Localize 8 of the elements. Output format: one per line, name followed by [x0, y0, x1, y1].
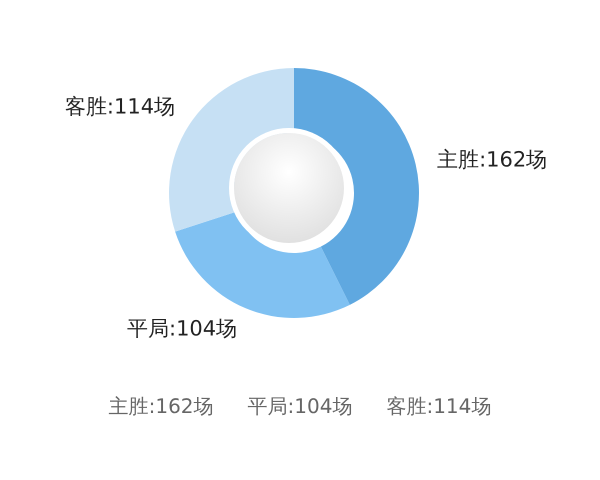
donut-slice — [175, 212, 350, 318]
slice-label: 主胜:162场 — [437, 147, 548, 172]
text: 主胜:162场 — [108, 393, 214, 420]
text: 平局:104场 — [248, 393, 352, 420]
slice-label: 客胜:114场 — [64, 94, 176, 119]
text: 客胜:114场 — [386, 393, 492, 420]
slice-label: 平局:104场 — [127, 316, 238, 341]
donut-slice — [294, 68, 419, 305]
